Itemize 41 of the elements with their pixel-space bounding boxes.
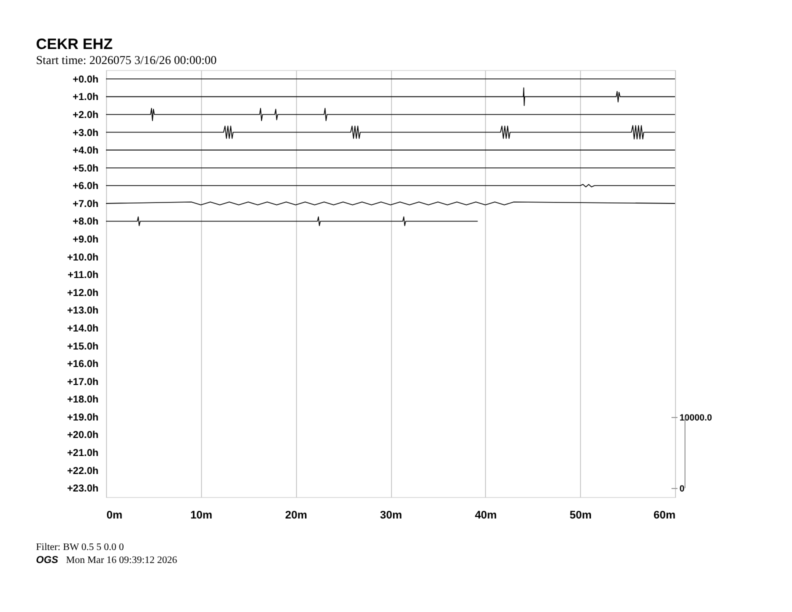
y-tick-label: +20.0h [67, 430, 98, 442]
y-tick-label: +6.0h [72, 181, 98, 192]
x-tick-label: 10m [190, 510, 213, 522]
y-tick-label: +21.0h [67, 448, 98, 460]
y2-tick-label: 10000.0 [680, 412, 712, 422]
x-tick-label: 50m [570, 510, 592, 522]
y-tick-label: +16.0h [67, 359, 98, 370]
y-tick-label: +15.0h [67, 341, 98, 352]
chart-subtitle: Start time: 2026075 3/16/26 00:00:00 [36, 53, 217, 67]
text: Filter: BW 0.5 5 0.0 0 [36, 542, 124, 553]
y-tick-label: +5.0h [72, 163, 98, 174]
y-tick-label: +9.0h [72, 234, 98, 246]
y-tick-label: +11.0h [68, 270, 98, 282]
y-tick-label: +23.0h [67, 484, 98, 495]
chart-title: CEKR EHZ [36, 36, 113, 53]
y-tick-label: +14.0h [67, 323, 98, 334]
y-tick-label: +19.0h [67, 412, 98, 424]
y2-tick-label: 0 [680, 484, 685, 494]
y-tick-label: +12.0h [67, 288, 98, 299]
y-tick-label: +22.0h [67, 466, 98, 477]
text: Mon Mar 16 09:39:12 2026 [66, 555, 178, 566]
line-series [106, 125, 676, 140]
y-tick-label: +10.0h [67, 252, 98, 264]
y-tick-label: +3.0h [72, 128, 98, 139]
y-tick-label: +0.0h [72, 74, 98, 86]
y-tick-label: +13.0h [67, 306, 98, 317]
y-tick-label: +8.0h [72, 216, 98, 228]
y-tick-label: +2.0h [72, 110, 98, 121]
x-tick-label: 40m [474, 510, 498, 522]
line-series [106, 108, 676, 122]
x-tick-label: 30m [380, 510, 402, 522]
y-tick-label: +1.0h [72, 92, 98, 104]
x-tick-label: 60m [653, 510, 676, 522]
y-tick-label: +17.0h [67, 376, 98, 388]
line-series [106, 87, 676, 106]
text: OGS [36, 555, 59, 566]
y-tick-label: +7.0h [72, 198, 98, 210]
x-tick-label: 20m [285, 510, 308, 522]
y-tick-label: +18.0h [67, 394, 98, 406]
y-tick-label: +4.0h [72, 146, 98, 157]
x-tick-label: 0m [106, 510, 123, 522]
